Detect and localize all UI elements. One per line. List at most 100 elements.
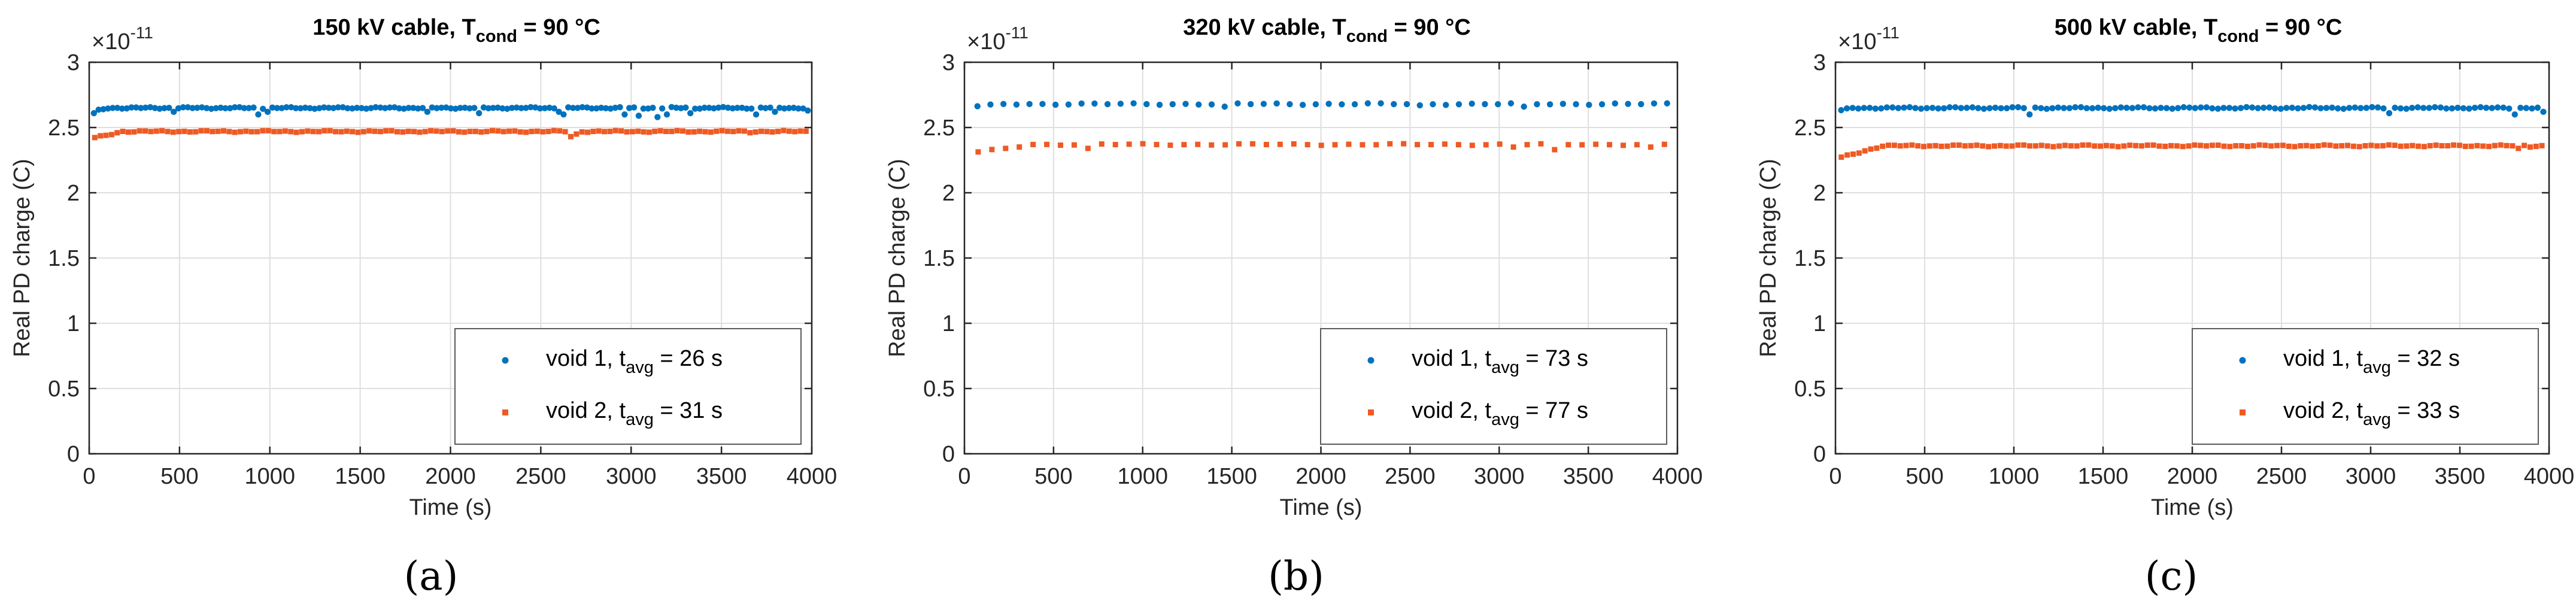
data-point-void2 xyxy=(1886,142,1892,148)
data-point-void1 xyxy=(2306,104,2313,111)
data-point-void2 xyxy=(2304,142,2310,148)
data-point-void2 xyxy=(657,128,663,134)
data-point-void1 xyxy=(753,111,760,118)
data-point-void2 xyxy=(730,129,736,135)
panel-label: (b) xyxy=(1268,553,1324,599)
data-point-void2 xyxy=(204,128,210,133)
data-point-void1 xyxy=(194,104,201,111)
data-point-void1 xyxy=(1260,101,1267,107)
data-point-void1 xyxy=(128,104,135,111)
data-point-void1 xyxy=(1992,104,1999,111)
data-point-void1 xyxy=(650,104,656,111)
data-point-void1 xyxy=(2374,104,2381,111)
data-point-void1 xyxy=(2329,104,2335,111)
data-point-void1 xyxy=(2408,104,2416,111)
data-point-void1 xyxy=(626,105,633,111)
data-point-void1 xyxy=(569,105,577,111)
data-point-void2 xyxy=(1986,144,1992,150)
data-point-void2 xyxy=(753,129,758,135)
data-point-void1 xyxy=(597,104,605,111)
data-point-void1 xyxy=(274,105,281,111)
data-point-void1 xyxy=(1065,101,1072,108)
data-point-void1 xyxy=(607,105,614,112)
title-subscript: cond xyxy=(1346,27,1388,46)
x-tick-label: 3000 xyxy=(1474,464,1525,489)
data-point-void2 xyxy=(702,129,708,135)
legend-label-void1: void 1, tavg = 26 s xyxy=(546,346,723,377)
data-point-void1 xyxy=(105,105,111,112)
data-point-void1 xyxy=(438,104,445,111)
data-point-void2 xyxy=(590,129,596,135)
y-tick-label: 1 xyxy=(67,311,80,336)
data-point-void2 xyxy=(1373,142,1379,148)
data-point-void2 xyxy=(1415,142,1421,148)
data-point-void2 xyxy=(2262,142,2268,148)
data-point-void2 xyxy=(428,128,434,133)
data-point-void2 xyxy=(467,129,473,135)
data-point-void1 xyxy=(668,104,675,111)
data-point-void1 xyxy=(2334,105,2341,112)
data-point-void2 xyxy=(1044,141,1050,147)
data-point-void1 xyxy=(2100,105,2107,111)
data-point-void1 xyxy=(255,111,262,118)
data-point-void1 xyxy=(724,104,732,111)
data-point-void2 xyxy=(714,128,720,134)
data-point-void1 xyxy=(734,104,741,111)
legend-marker-void2 xyxy=(502,409,508,415)
data-point-void1 xyxy=(715,104,722,111)
data-point-void2 xyxy=(2345,142,2351,148)
data-point-void1 xyxy=(2095,104,2101,111)
data-point-void1 xyxy=(781,105,788,112)
data-point-void1 xyxy=(1546,101,1554,108)
data-point-void2 xyxy=(989,147,995,153)
data-point-void2 xyxy=(350,129,356,135)
legend-marker-void1 xyxy=(502,357,509,364)
series-void2 xyxy=(92,128,809,141)
data-point-void1 xyxy=(217,104,224,111)
data-point-void1 xyxy=(776,104,783,111)
legend-marker-void2 xyxy=(1368,409,1374,415)
data-point-void2 xyxy=(2315,143,2321,149)
data-point-void1 xyxy=(2055,104,2062,111)
data-point-void2 xyxy=(1862,148,1868,154)
data-point-void1 xyxy=(260,105,266,113)
data-point-void1 xyxy=(1143,101,1150,108)
data-point-void2 xyxy=(120,128,126,134)
data-point-void2 xyxy=(2292,144,2298,150)
data-point-void1 xyxy=(2460,105,2467,112)
title-suffix: = 90 °C xyxy=(1388,15,1471,40)
data-point-void2 xyxy=(2433,142,2439,148)
data-point-void2 xyxy=(797,128,803,134)
data-point-void2 xyxy=(165,129,171,135)
data-point-void1 xyxy=(2340,105,2347,112)
data-point-void1 xyxy=(2477,104,2484,111)
data-point-void1 xyxy=(1878,105,1885,112)
data-point-void1 xyxy=(283,104,290,111)
data-point-void2 xyxy=(2539,142,2545,148)
data-point-void2 xyxy=(2274,142,2280,148)
data-point-void1 xyxy=(673,104,679,111)
data-point-void1 xyxy=(1883,104,1891,111)
data-point-void1 xyxy=(2061,105,2067,111)
data-point-void2 xyxy=(1856,150,1862,156)
data-point-void2 xyxy=(2239,143,2245,149)
x-tick-label: 3500 xyxy=(696,464,747,489)
data-point-void2 xyxy=(108,132,114,138)
x-tick-label: 2500 xyxy=(1385,464,1436,489)
data-point-void2 xyxy=(2086,142,2092,148)
data-point-void2 xyxy=(2498,142,2504,148)
data-point-void2 xyxy=(310,129,316,135)
data-point-void2 xyxy=(98,133,104,139)
data-point-void1 xyxy=(739,104,745,111)
data-point-void1 xyxy=(2038,105,2044,111)
data-point-void2 xyxy=(2392,142,2398,148)
y-tick-label: 1.5 xyxy=(48,246,80,271)
data-point-void1 xyxy=(1586,102,1592,108)
data-point-void2 xyxy=(1926,143,1932,149)
data-point-void2 xyxy=(1030,141,1036,147)
data-point-void2 xyxy=(2374,143,2380,149)
data-point-void1 xyxy=(396,105,403,112)
data-point-void1 xyxy=(2352,104,2358,111)
data-point-void1 xyxy=(494,104,501,111)
